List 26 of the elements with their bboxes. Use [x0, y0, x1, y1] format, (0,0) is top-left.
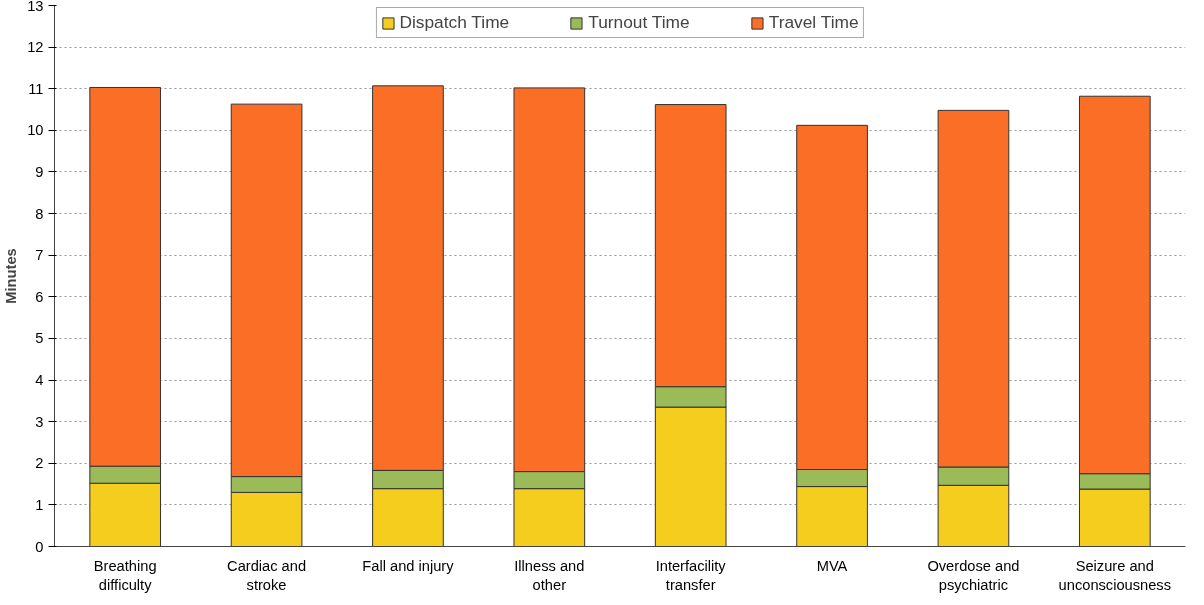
legend-label: Travel Time — [768, 12, 859, 33]
y-tick-label: 4 — [35, 372, 44, 389]
x-tick-label: Fall and injury — [362, 557, 455, 574]
y-tick-label: 3 — [35, 413, 44, 430]
y-tick-label: 6 — [35, 288, 44, 305]
x-tick-label: Interfacility transfer — [655, 557, 727, 593]
y-tick-label: 9 — [35, 163, 44, 180]
x-tick-label: Overdose and psychiatric — [927, 557, 1020, 593]
y-tick-label: 10 — [27, 122, 44, 139]
x-tick-label: Illness and other — [514, 557, 585, 593]
y-tick-label: 7 — [35, 247, 44, 264]
y-tick-label: 12 — [27, 39, 44, 56]
legend-label: Dispatch Time — [399, 12, 510, 33]
y-axis-title: Minutes — [3, 248, 20, 304]
x-tick-label: MVA — [816, 557, 848, 574]
x-tick-label: Cardiac and stroke — [227, 557, 307, 593]
y-tick-label: 13 — [27, 0, 44, 14]
x-tick-label: Breathing difficulty — [93, 557, 157, 593]
legend-label: Turnout Time — [588, 12, 690, 33]
x-tick-label: Seizure and unconsciousness — [1058, 557, 1172, 593]
y-tick-label: 2 — [35, 455, 44, 472]
y-tick-label: 1 — [35, 496, 44, 513]
y-tick-label: 8 — [35, 205, 44, 222]
y-tick-label: 5 — [35, 330, 44, 347]
y-tick-label: 0 — [35, 538, 44, 555]
y-tick-label: 11 — [28, 80, 44, 97]
